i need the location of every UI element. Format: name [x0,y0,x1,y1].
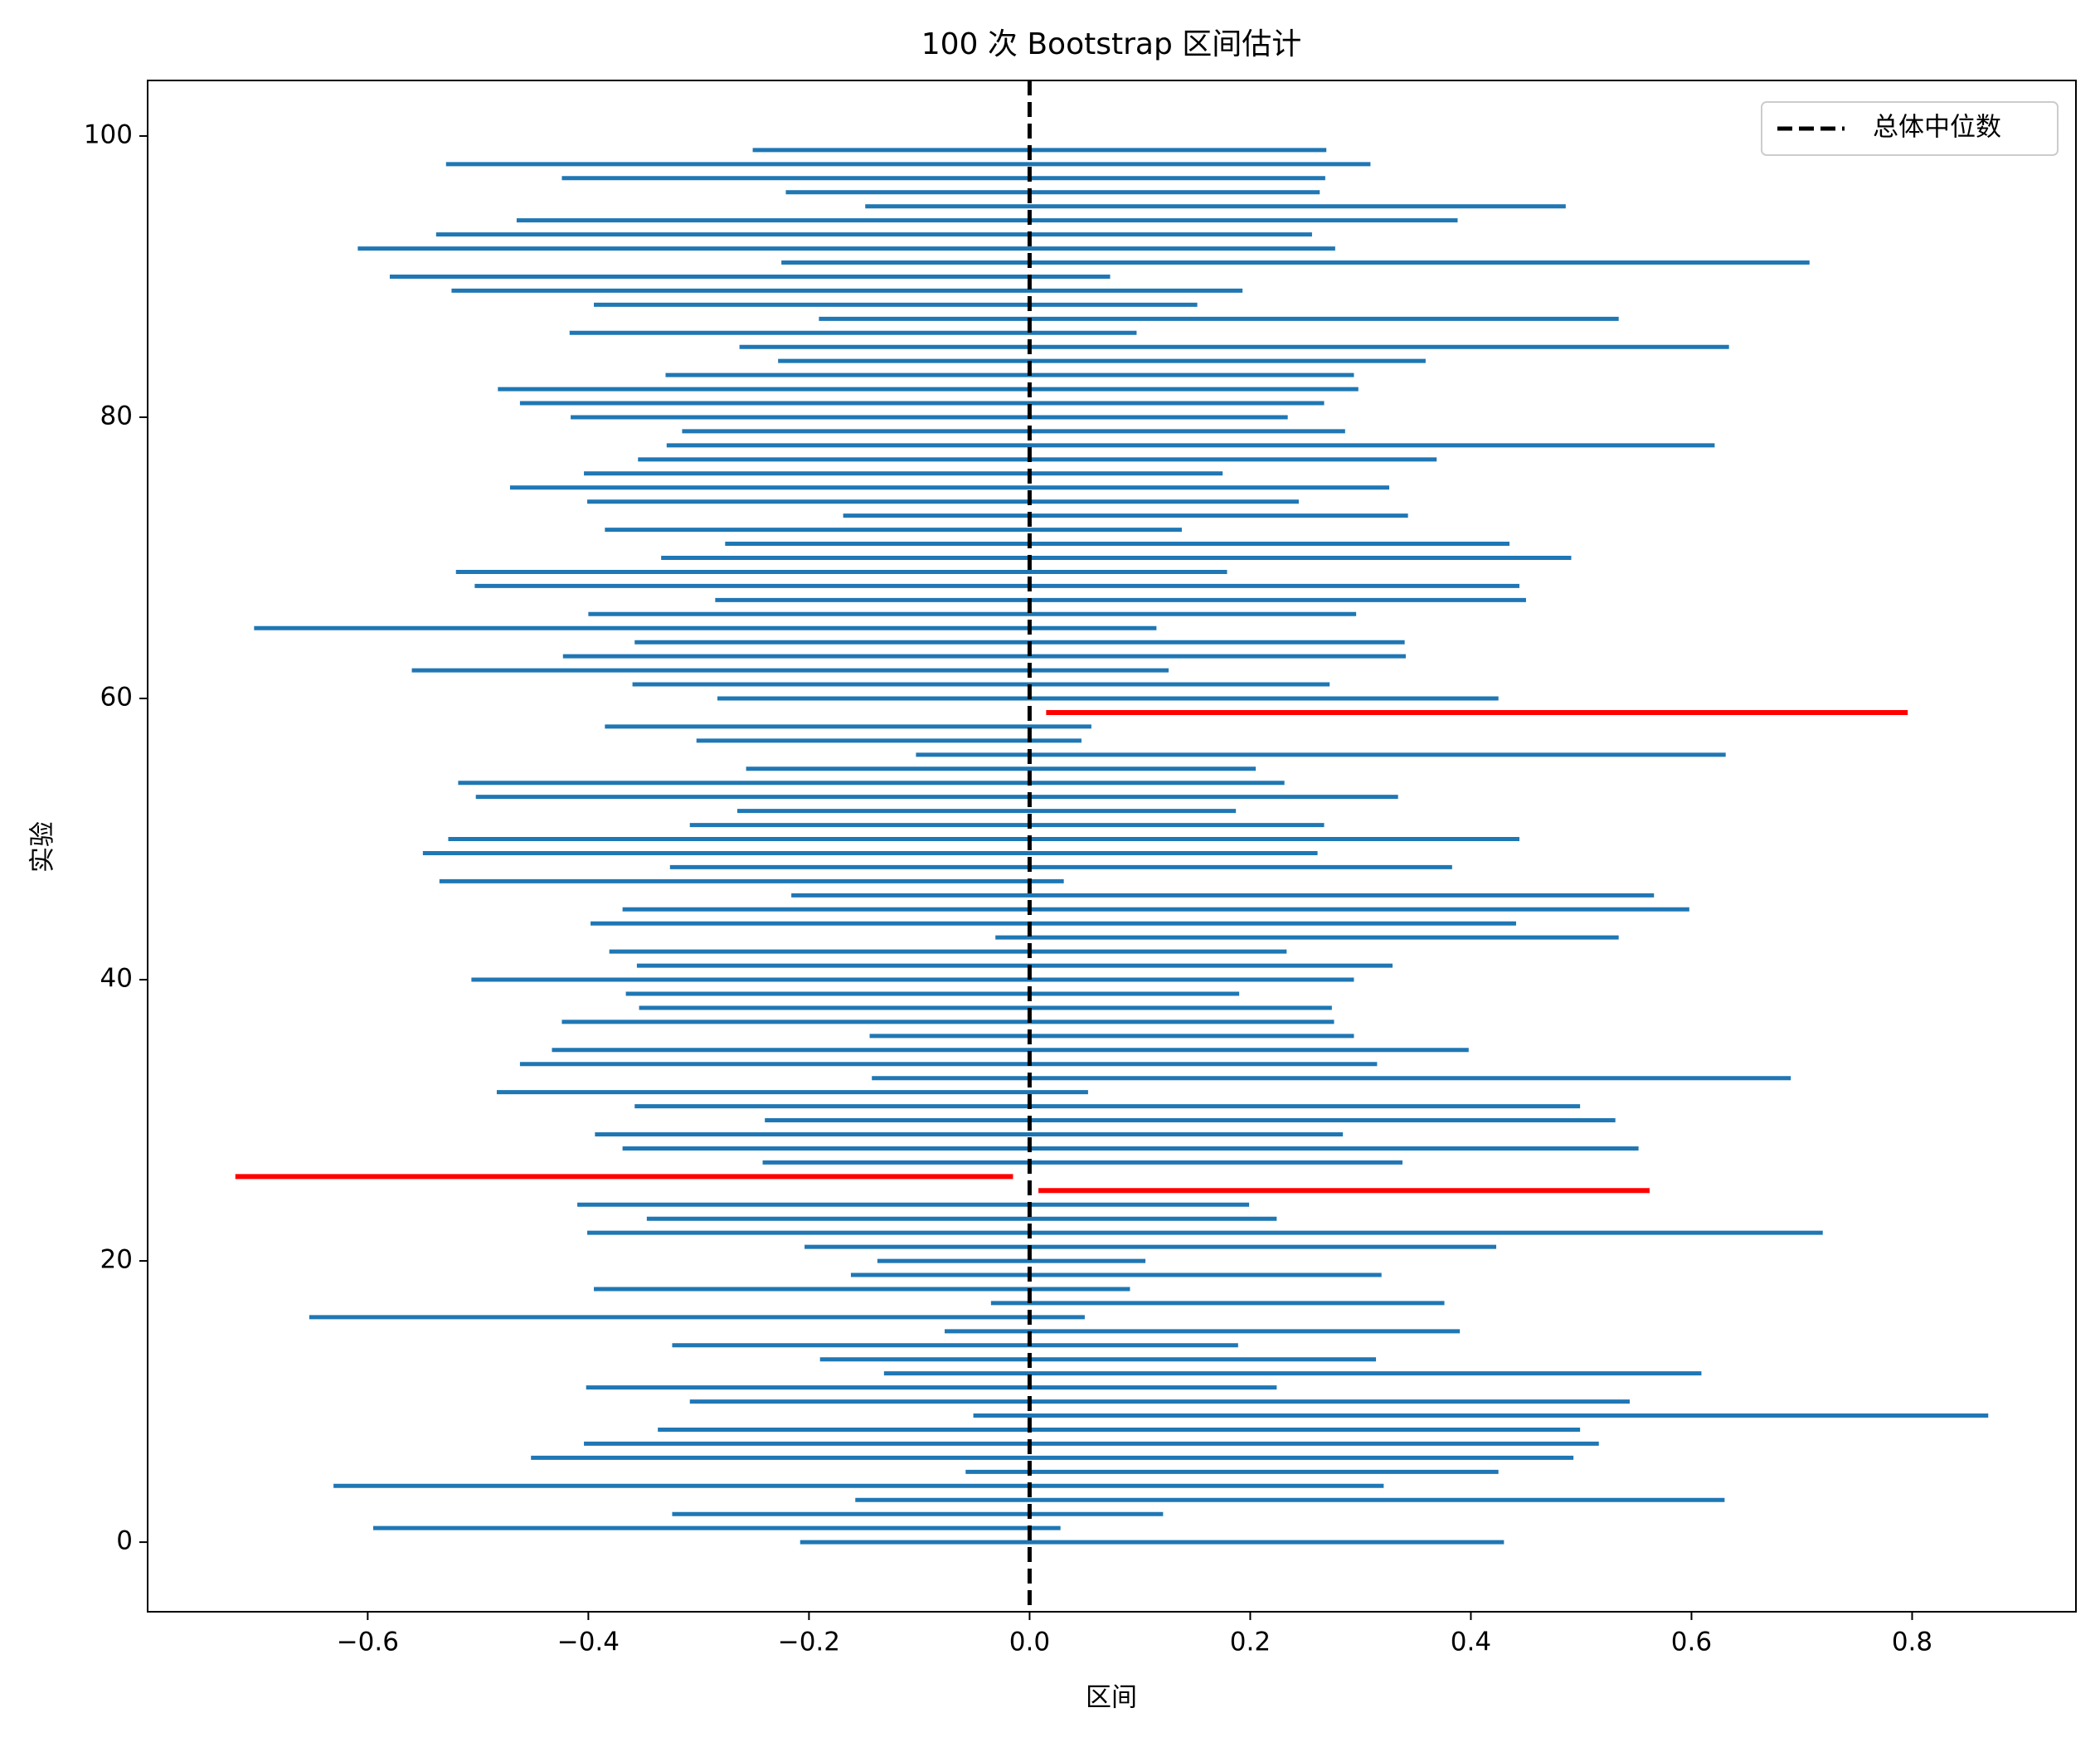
y-tick-label: 100 [84,119,133,149]
y-axis-label: 实验 [28,821,58,873]
x-tick-label: −0.2 [778,1628,840,1657]
y-tick-label: 20 [100,1245,133,1275]
legend-box [1761,101,2059,156]
x-tick-label: 0.6 [1671,1628,1712,1657]
y-tick-label: 80 [100,401,133,431]
x-axis-label: 区间 [1086,1683,1137,1713]
chart-title: 100 次 Bootstrap 区间估计 [921,27,1302,61]
x-tick-label: −0.6 [337,1628,399,1657]
x-tick-label: 0.2 [1230,1628,1271,1657]
legend-label: 总体中位数 [1873,113,2001,143]
x-tick-label: −0.4 [557,1628,620,1657]
y-tick-label: 40 [100,964,133,994]
x-tick-label: 0.8 [1892,1628,1932,1657]
x-tick-label: 0.0 [1009,1628,1050,1657]
x-tick-label: 0.4 [1451,1628,1491,1657]
y-tick-label: 0 [116,1526,133,1556]
plot-frame [147,80,2077,1613]
y-tick-label: 60 [100,683,133,713]
